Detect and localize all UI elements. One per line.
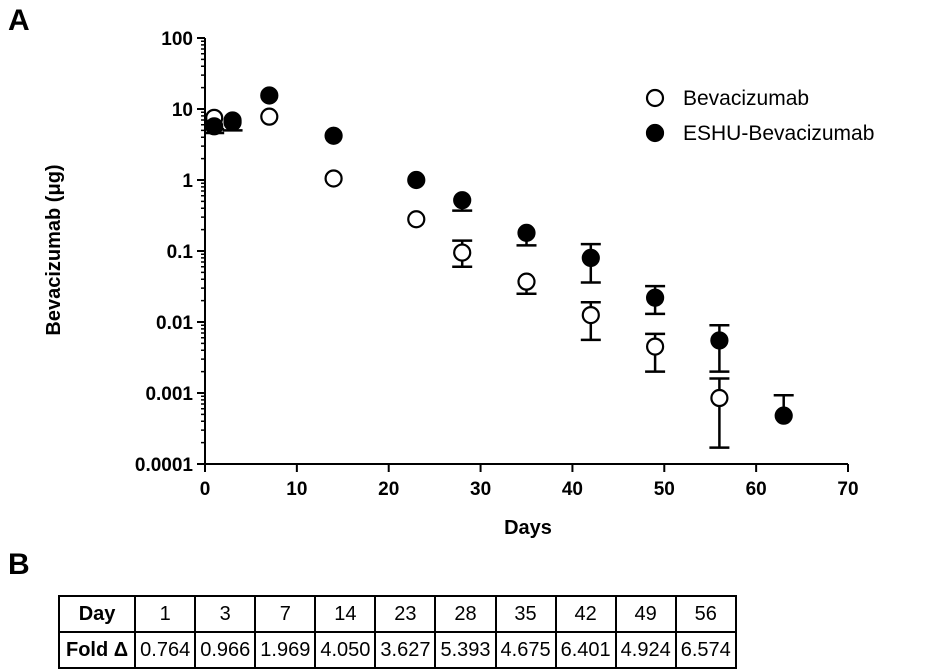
bevacizumab-point: [324, 169, 343, 188]
table-cell-day: 35: [494, 595, 557, 633]
bevacizumab-point: [581, 306, 600, 325]
eshu-bevacizumab-point: [223, 111, 242, 130]
legend-marker-open: [645, 88, 665, 108]
x-tick-label: 60: [746, 479, 767, 500]
y-tick-label: 0.01: [156, 313, 193, 334]
table-cell-day: 42: [554, 595, 617, 633]
eshu-bevacizumab-point: [260, 86, 279, 105]
y-tick-label: 100: [161, 29, 193, 50]
table-cell-day: 3: [194, 595, 257, 633]
table-cell-day: 56: [674, 595, 737, 633]
y-tick-label: 1: [182, 171, 193, 192]
table-header-fold: Fold Δ: [57, 631, 137, 669]
eshu-bevacizumab-point: [774, 406, 793, 425]
panel-label-b: B: [8, 548, 30, 581]
table-cell-fold: 6.574: [674, 631, 737, 669]
table-header-day: Day: [57, 595, 137, 633]
eshu-bevacizumab-point: [407, 170, 426, 190]
table-cell-fold: 4.924: [614, 631, 677, 669]
table-cell-fold: 3.627: [374, 631, 437, 669]
x-tick-label: 10: [286, 479, 307, 500]
table-cell-fold: 6.401: [554, 631, 617, 669]
x-tick-label: 20: [378, 479, 399, 500]
table-cell-fold: 4.675: [494, 631, 557, 669]
x-axis-title: Days: [504, 517, 552, 539]
eshu-bevacizumab-point: [324, 126, 343, 145]
x-tick-label: 50: [654, 479, 675, 500]
fold-change-table: Day 1 3 7 14 23 28 35 42 49 56 Fold Δ 0.764 0.966 1…: [57, 595, 737, 669]
x-tick-label: 30: [470, 479, 491, 500]
table-cell-day: 23: [374, 595, 437, 633]
table-cell-day: 49: [614, 595, 677, 633]
table-row-fold: Fold Δ 0.764 0.966 1.969 4.050 3.627 5.393 4.6…: [57, 631, 737, 669]
eshu-bevacizumab-point: [517, 223, 536, 242]
x-tick-label: 0: [200, 479, 211, 500]
eshu-bevacizumab-point: [581, 248, 600, 267]
y-tick-label: 0.1: [167, 242, 194, 263]
legend-label: Bevacizumab: [683, 87, 809, 110]
bevacizumab-point: [407, 210, 426, 229]
y-axis-title: Bevacizumab (μg): [43, 164, 65, 335]
x-tick-label: 40: [562, 479, 583, 500]
eshu-bevacizumab-point: [710, 331, 729, 350]
y-tick-label: 0.001: [145, 384, 193, 405]
table-cell-fold: 5.393: [434, 631, 497, 669]
panel-label-a: A: [8, 4, 30, 37]
table-cell-day: 28: [434, 595, 497, 633]
y-tick-label: 10: [172, 100, 193, 121]
bevacizumab-point: [710, 388, 729, 408]
legend-marker-filled: [645, 123, 665, 143]
table-row-day: Day 1 3 7 14 23 28 35 42 49 56: [57, 595, 737, 633]
bevacizumab-point: [260, 107, 279, 126]
table-cell-day: 1: [134, 595, 197, 633]
bevacizumab-point: [645, 337, 665, 356]
table-cell-day: 14: [314, 595, 377, 633]
bevacizumab-point: [453, 243, 472, 262]
bevacizumab-point: [517, 272, 536, 291]
eshu-bevacizumab-point: [645, 288, 665, 307]
table-cell-day: 7: [254, 595, 317, 633]
y-tick-label: 0.0001: [135, 455, 194, 476]
table-cell-fold: 4.050: [314, 631, 377, 669]
table-cell-fold: 0.966: [194, 631, 257, 669]
legend-label: ESHU-Bevacizumab: [683, 122, 874, 145]
x-tick-label: 70: [837, 479, 858, 500]
eshu-bevacizumab-point: [205, 117, 224, 136]
table-cell-fold: 0.764: [134, 631, 197, 669]
table-cell-fold: 1.969: [254, 631, 317, 669]
eshu-bevacizumab-point: [453, 191, 472, 210]
